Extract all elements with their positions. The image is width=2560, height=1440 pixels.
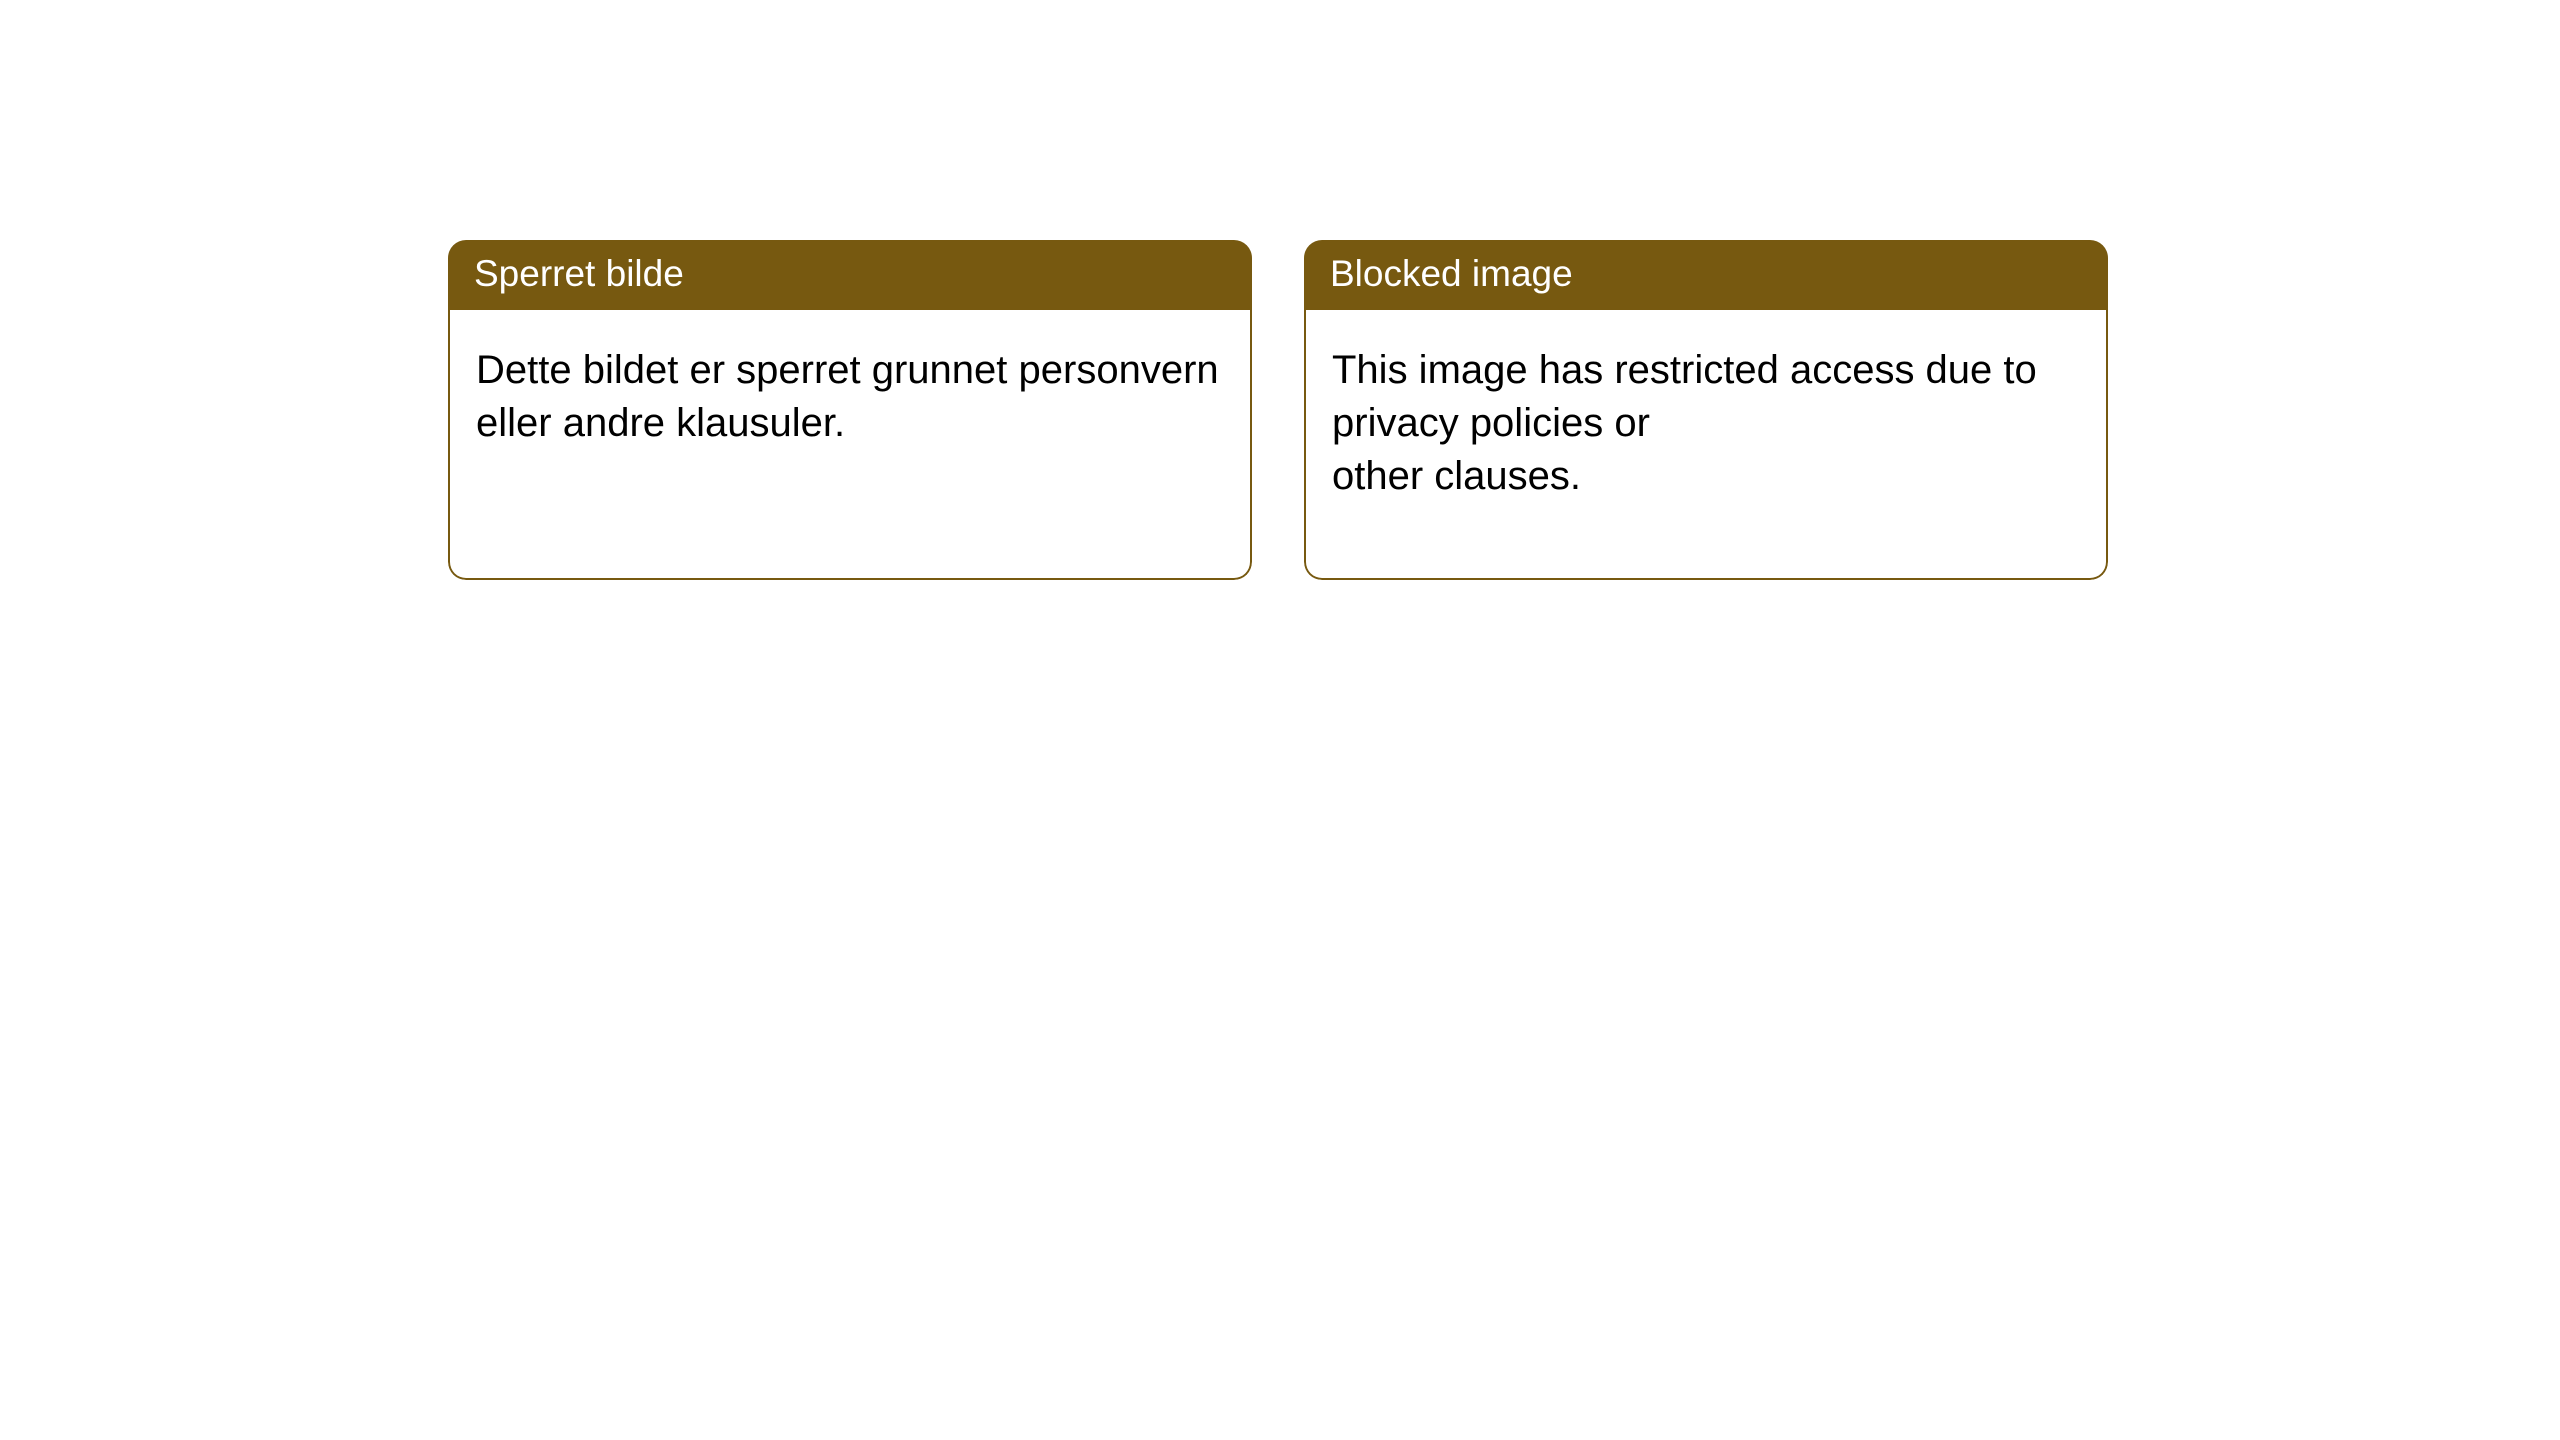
notice-card-norwegian: Sperret bilde Dette bildet er sperret gr… [448, 240, 1252, 580]
card-body-text: Dette bildet er sperret grunnet personve… [448, 310, 1252, 580]
notice-card-english: Blocked image This image has restricted … [1304, 240, 2108, 580]
card-title: Blocked image [1304, 240, 2108, 310]
card-body-text: This image has restricted access due to … [1304, 310, 2108, 580]
card-title: Sperret bilde [448, 240, 1252, 310]
notice-cards-row: Sperret bilde Dette bildet er sperret gr… [0, 0, 2560, 580]
